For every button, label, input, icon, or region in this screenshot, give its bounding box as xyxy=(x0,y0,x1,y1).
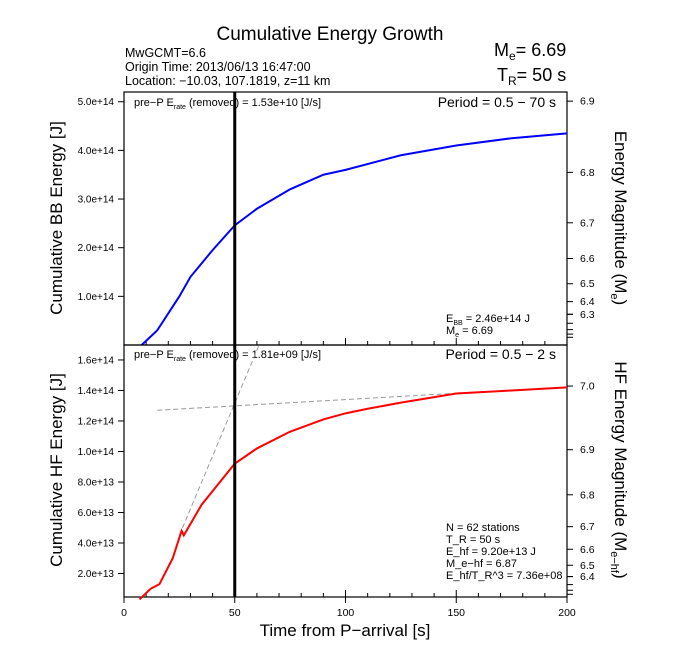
x-tick-label: 50 xyxy=(229,607,241,619)
pre-p-rate-text: pre−P Erate (removed) = 1.81e+09 [J/s] xyxy=(134,349,321,363)
info-location: Location: −10.03, 107.1819, z=11 km xyxy=(125,74,330,88)
energy-series-line xyxy=(141,132,568,346)
x-tick-label: 100 xyxy=(337,607,355,619)
right-tick-label: 6.4 xyxy=(580,571,595,583)
hf-annotation-tr: T_R = 50 s xyxy=(446,534,501,546)
right-tick-label: 6.6 xyxy=(580,253,595,265)
x-tick-label: 0 xyxy=(121,607,127,619)
y-tick-label: 1.0e+14 xyxy=(78,447,115,458)
y-tick-label: 2.0e+13 xyxy=(78,569,115,580)
y-tick-label: 4.0e+14 xyxy=(78,146,115,157)
right-tick-label: 6.3 xyxy=(580,309,595,321)
y-axis-label-left: Cumulative BB Energy [J] xyxy=(47,121,66,315)
info-mw: MwGCMT=6.6 xyxy=(125,46,206,60)
right-tick-label: 6.4 xyxy=(580,296,595,308)
y-tick-label: 2.0e+14 xyxy=(78,243,115,254)
energy-series-line xyxy=(138,386,568,601)
period-label: Period = 0.5 − 70 s xyxy=(438,94,556,110)
hf-annotation-mehf: M_e−hf = 6.87 xyxy=(446,558,517,570)
info-origin-time: Origin Time: 2013/06/13 16:47:00 xyxy=(125,60,311,74)
tr-summary: TR= 50 s xyxy=(497,65,566,88)
y-tick-label: 5.0e+14 xyxy=(78,97,115,108)
pre-p-rate-text: pre−P Erate (removed) = 1.53e+10 [J/s] xyxy=(134,97,321,111)
hf-annotation-ehf-tr3: E_hf/T_R^3 = 7.36e+08 xyxy=(446,570,562,582)
right-tick-label: 6.8 xyxy=(580,489,595,501)
y-tick-label: 3.0e+14 xyxy=(78,195,115,206)
hf-annotation-stations: N = 62 stations xyxy=(446,522,520,534)
y-tick-label: 6.0e+13 xyxy=(78,508,115,519)
right-tick-label: 6.7 xyxy=(580,217,595,229)
y-tick-label: 1.4e+14 xyxy=(78,386,115,397)
ebb-annotation: EBB = 2.46e+14 J xyxy=(446,313,530,327)
plot-frame xyxy=(123,91,568,346)
hf-energy-panel: pre−P Erate (removed) = 1.81e+09 [J/s] P… xyxy=(47,344,630,640)
y-tick-label: 1.6e+14 xyxy=(78,355,115,366)
right-tick-label: 6.6 xyxy=(580,544,595,556)
right-tick-label: 6.9 xyxy=(580,96,595,108)
y-axis-label-right: HF Energy Magnitude (Me−hf) xyxy=(608,361,630,578)
y-tick-label: 4.0e+13 xyxy=(78,539,115,550)
right-tick-label: 6.7 xyxy=(580,521,595,533)
hf-annotation-ehf: E_hf = 9.20e+13 J xyxy=(446,546,536,558)
period-label: Period = 0.5 − 2 s xyxy=(445,346,556,362)
fit-dashed-line xyxy=(178,344,260,536)
right-tick-label: 6.8 xyxy=(580,167,595,179)
right-tick-label: 6.9 xyxy=(580,444,595,456)
bb-energy-panel: pre−P Erate (removed) = 1.53e+10 [J/s] P… xyxy=(47,91,630,346)
y-tick-label: 8.0e+13 xyxy=(78,477,115,488)
x-tick-label: 150 xyxy=(447,607,465,619)
me-summary: Me= 6.69 xyxy=(494,40,566,63)
chart-title: Cumulative Energy Growth xyxy=(216,24,443,45)
y-axis-label-right: Energy Magnitude (Me) xyxy=(608,131,630,305)
y-tick-label: 1.2e+14 xyxy=(78,416,115,427)
x-tick-label: 200 xyxy=(558,607,576,619)
fit-dashed-line xyxy=(157,391,479,411)
me-annotation: Me = 6.69 xyxy=(446,325,493,339)
y-axis-label-left: Cumulative HF Energy [J] xyxy=(47,373,66,567)
right-tick-label: 6.5 xyxy=(580,560,595,572)
x-axis-label: Time from P−arrival [s] xyxy=(260,621,431,640)
right-tick-label: 7.0 xyxy=(580,381,595,393)
y-tick-label: 1.0e+14 xyxy=(78,292,115,303)
right-tick-label: 6.5 xyxy=(580,278,595,290)
